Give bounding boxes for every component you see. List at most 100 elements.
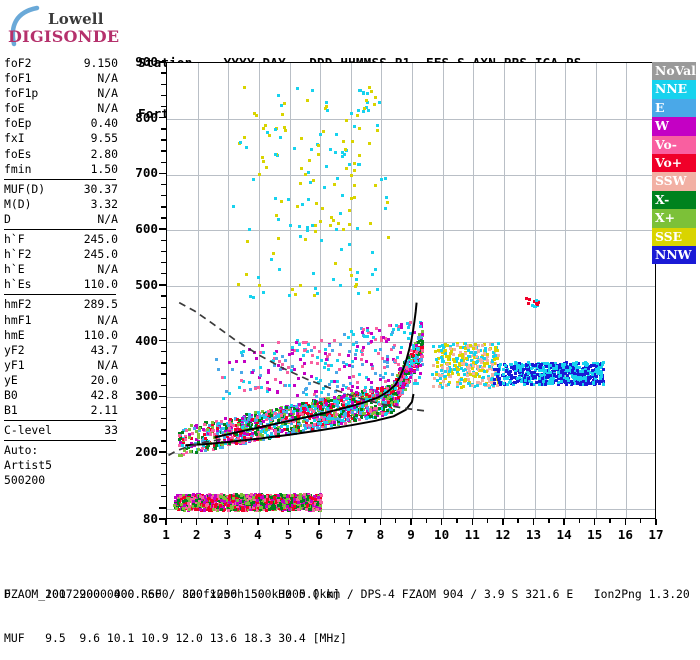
horizontal-gridline [167, 118, 655, 120]
x-axis-tick [195, 519, 198, 525]
x-axis-minor-tick [456, 519, 458, 523]
legend-item-x[interactable]: X- [652, 190, 696, 210]
param-row-yf1: yF1 N/A [4, 358, 120, 373]
param-group-divider [4, 420, 116, 422]
echo-point [284, 508, 288, 512]
echo-point [251, 498, 255, 502]
param-row-fxi: fxI 9.55 [4, 131, 120, 146]
source-file-info: FZAOM_2017290000000.RSF / 320fx256h 50 k… [4, 587, 690, 601]
echo-point [286, 496, 290, 500]
legend-item-vo[interactable]: Vo- [652, 135, 696, 154]
param-group-divider [4, 178, 116, 180]
param-value: 245.0 [83, 247, 118, 262]
echo-point [267, 500, 271, 503]
x-axis-label: 11 [464, 527, 480, 542]
y-axis-minor-tick [161, 139, 166, 141]
y-axis-minor-tick [161, 362, 166, 364]
echo-point [173, 499, 177, 503]
param-group-divider [4, 440, 116, 442]
param-row-fmin: fmin 1.50 [4, 162, 120, 177]
param-value: N/A [97, 71, 118, 86]
logo-arc-icon [10, 5, 40, 47]
muf-distance-table: D 100 200 400 600 800 1000 1500 3000 [km… [4, 558, 347, 660]
param-label: h`F [4, 232, 25, 247]
param-label: fxI [4, 131, 25, 146]
x-axis-tick [440, 519, 443, 525]
echo-point [264, 495, 268, 499]
echo-point [258, 496, 262, 499]
echo-point [214, 502, 218, 506]
legend-item-vo[interactable]: Vo+ [652, 153, 696, 173]
legend-item-nne[interactable]: NNE [652, 80, 696, 99]
echo-point [246, 508, 250, 512]
param-row-hes: h`Es 110.0 [4, 277, 120, 292]
param-row-he: h`E N/A [4, 262, 120, 277]
echo-point [190, 507, 194, 511]
x-axis-label: 14 [556, 527, 572, 542]
param-row-foe: foE N/A [4, 101, 120, 116]
vertical-gridline [412, 63, 413, 518]
param-row-foep: foEp 0.40 [4, 116, 120, 131]
ionogram-parameter-panel: foF2 9.150 foF1 N/A foF1p N/A foE N/A foEp 0.40 fx… [4, 56, 120, 489]
horizontal-gridline [167, 397, 655, 399]
y-axis-minor-tick [161, 273, 166, 275]
param-label: yF2 [4, 342, 25, 357]
y-axis-minor-tick [161, 384, 166, 386]
echo-point [290, 499, 294, 503]
legend-item-w[interactable]: W [652, 117, 696, 136]
legend-item-ssw[interactable]: SSW [652, 172, 696, 191]
vertical-gridline [503, 63, 505, 518]
echo-point [289, 502, 293, 506]
y-axis-tick [159, 395, 166, 398]
legend-item-e[interactable]: E [652, 98, 696, 118]
echo-point [236, 503, 240, 507]
echo-direction-legend: NoVal NNE E W Vo- Vo+ SSW X- X+ SSE NNW [652, 62, 696, 265]
param-label: foEp [4, 116, 32, 131]
echo-point [277, 507, 281, 511]
horizontal-gridline [167, 453, 655, 455]
y-axis-minor-tick [161, 161, 166, 163]
param-label: MUF(D) [4, 181, 46, 196]
legend-item-sse[interactable]: SSE [652, 227, 696, 246]
autoscaler-line: 500200 [4, 473, 46, 488]
ionogram-plot-area[interactable] [166, 62, 656, 519]
y-axis-tick [159, 228, 166, 230]
param-value: 30.37 [83, 181, 118, 196]
y-axis-tick [159, 172, 166, 175]
y-axis-minor-tick [161, 195, 166, 197]
param-value: 9.150 [83, 56, 118, 70]
x-axis-tick [287, 519, 290, 525]
y-axis-minor-tick [161, 72, 166, 74]
y-axis-tick [159, 117, 166, 119]
param-value: 289.5 [83, 297, 118, 312]
x-axis-tick [379, 519, 382, 525]
y-axis-minor-tick [161, 217, 166, 219]
echo-point [227, 494, 231, 498]
x-axis-minor-tick [333, 519, 336, 523]
vertical-gridline [565, 63, 567, 518]
logo-text-digisonde: DIGISONDE [8, 27, 120, 46]
legend-item-x[interactable]: X+ [652, 209, 696, 228]
echo-point [261, 508, 265, 512]
x-axis-label: 15 [587, 527, 603, 542]
param-value: 3.32 [90, 196, 118, 211]
x-axis-minor-tick [364, 519, 366, 523]
param-row-clevel: C-level 33 [4, 423, 120, 438]
y-axis-minor-tick [161, 306, 166, 308]
param-row-foes: foEs 2.80 [4, 147, 120, 162]
legend-item-noval[interactable]: NoVal [652, 62, 696, 81]
echo-point [194, 495, 198, 499]
echo-point [319, 494, 323, 498]
horizontal-gridline [167, 285, 655, 287]
y-axis-label: 400 [135, 332, 158, 348]
legend-item-nnw[interactable]: NNW [652, 245, 696, 265]
param-row-hf: h`F 245.0 [4, 232, 120, 247]
x-axis-tick [594, 519, 596, 525]
logo-text-lowell: Lowell [48, 10, 104, 28]
param-value: 9.55 [90, 131, 118, 146]
y-axis-minor-tick [161, 183, 166, 186]
echo-point [203, 508, 207, 512]
param-value: N/A [97, 357, 118, 372]
x-axis-tick [165, 519, 167, 525]
x-axis-label: 9 [407, 527, 415, 542]
